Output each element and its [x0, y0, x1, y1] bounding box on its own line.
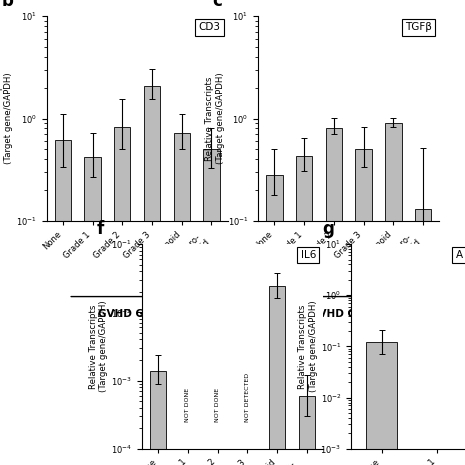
- Y-axis label: Relative Transcripts
(Target gene/GAPDH): Relative Transcripts (Target gene/GAPDH): [89, 300, 108, 392]
- Text: A: A: [456, 250, 463, 260]
- Y-axis label: Relative Transcripts
(Target gene/GAPDH): Relative Transcripts (Target gene/GAPDH): [206, 73, 225, 165]
- Y-axis label: Relative Transcripts
(Target gene/GAPDH): Relative Transcripts (Target gene/GAPDH): [298, 300, 318, 392]
- Text: f: f: [97, 220, 104, 238]
- Text: g: g: [322, 220, 334, 238]
- Bar: [326, 128, 342, 465]
- Y-axis label: Relative Transcripts
(Target gene/GAPDH): Relative Transcripts (Target gene/GAPDH): [0, 73, 13, 165]
- Bar: [85, 157, 101, 465]
- Bar: [203, 149, 219, 465]
- Bar: [385, 123, 401, 465]
- Bar: [266, 175, 283, 465]
- Bar: [299, 396, 315, 465]
- Bar: [173, 133, 190, 465]
- Bar: [355, 149, 372, 465]
- Text: NOT DONE: NOT DONE: [186, 387, 190, 422]
- Text: TGFβ: TGFβ: [405, 22, 432, 33]
- Text: NOT DETECTED: NOT DETECTED: [245, 372, 250, 422]
- Bar: [269, 286, 285, 465]
- Bar: [55, 140, 71, 465]
- Text: CD3: CD3: [199, 22, 220, 33]
- Bar: [415, 209, 431, 465]
- Text: c: c: [213, 0, 223, 10]
- Bar: [114, 127, 131, 465]
- Bar: [366, 342, 397, 465]
- Text: IL6: IL6: [300, 250, 316, 260]
- Text: NOT DONE: NOT DONE: [215, 387, 220, 422]
- Text: b: b: [1, 0, 13, 10]
- Bar: [150, 371, 166, 465]
- Text: GVHD GRADE: GVHD GRADE: [310, 309, 388, 319]
- Text: GVHD GRADE: GVHD GRADE: [98, 309, 176, 319]
- Bar: [144, 86, 160, 465]
- Bar: [296, 156, 312, 465]
